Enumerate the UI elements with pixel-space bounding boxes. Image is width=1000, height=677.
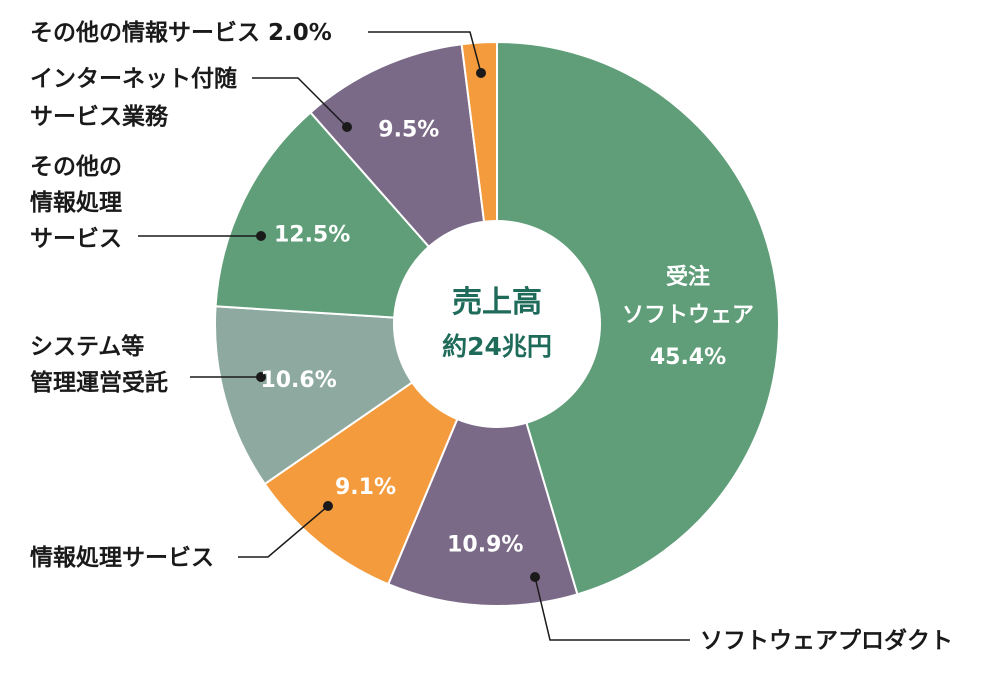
leader-line-5 <box>252 77 348 128</box>
slice-label-2-line-0: 情報処理サービス <box>30 544 214 571</box>
slice-0 <box>496 40 780 596</box>
center-title: 売上高 <box>452 285 542 320</box>
slice-label-3-line-1: 管理運営受託 <box>30 369 168 396</box>
slice-value-label-2: 9.1% <box>335 475 396 500</box>
slice-value-label-1: 10.9% <box>447 533 523 558</box>
slice-label-6-line-0: その他の情報サービス 2.0% <box>30 19 332 46</box>
slice-label-1-line-0: ソフトウェアプロダクト <box>700 627 953 654</box>
center-subtitle: 約24兆円 <box>442 332 552 361</box>
slice-label-5-line-0: インターネット付随 <box>30 65 237 92</box>
slice-value-label-5: 9.5% <box>378 118 439 143</box>
leader-line-1 <box>534 576 690 641</box>
labels-group: 受注ソフトウェア45.4%10.9%ソフトウェアプロダクト9.1%情報処理サービ… <box>30 19 953 654</box>
slice-value-label-0: 45.4% <box>650 345 726 370</box>
leader-dot-2 <box>323 501 333 511</box>
leader-dot-1 <box>530 572 540 582</box>
leader-lines-group <box>138 31 690 641</box>
leader-dot-6 <box>476 68 486 78</box>
slice-label-4-line-0: その他の <box>30 154 122 180</box>
slice-value-label-4: 12.5% <box>274 222 350 247</box>
slice-1 <box>386 321 579 607</box>
leader-dot-4 <box>256 231 266 241</box>
slice-label-4-line-1: 情報処理 <box>30 189 122 216</box>
leader-dot-3 <box>256 372 266 382</box>
slice-label-5-line-1: サービス業務 <box>30 103 169 130</box>
slice-label-4-line-2: サービス <box>30 226 122 252</box>
leader-line-2 <box>238 505 329 558</box>
leader-dot-5 <box>342 122 352 132</box>
slice-label-0-line-1: ソフトウェア <box>622 303 754 328</box>
donut-hole <box>393 220 601 428</box>
leader-line-6 <box>368 31 482 74</box>
slice-label-3-line-0: システム等 <box>30 333 144 360</box>
slice-value-label-3: 10.6% <box>260 368 336 393</box>
slice-label-0-line-0: 受注 <box>666 264 710 290</box>
